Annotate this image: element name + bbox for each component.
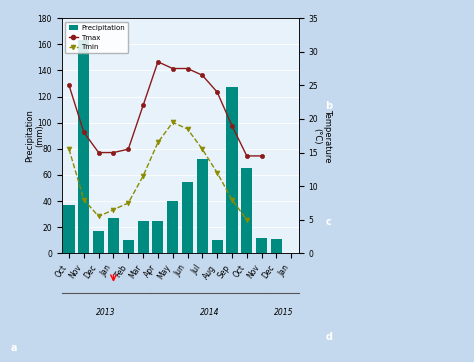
Bar	[78, 40, 90, 253]
Text: 2014: 2014	[200, 308, 219, 317]
Bar	[271, 239, 282, 253]
Bar	[241, 168, 252, 253]
Text: c: c	[325, 216, 331, 227]
Text: 2013: 2013	[96, 308, 116, 317]
Text: a: a	[11, 342, 18, 353]
Bar	[227, 87, 237, 253]
Text: b: b	[325, 101, 332, 111]
Y-axis label: Precipitation
(mm): Precipitation (mm)	[25, 109, 45, 162]
Bar	[167, 201, 178, 253]
Bar	[64, 205, 74, 253]
Text: d: d	[325, 332, 332, 342]
Bar	[137, 221, 149, 253]
Bar	[152, 221, 164, 253]
Y-axis label: Temperature
(°C): Temperature (°C)	[312, 109, 332, 163]
Bar	[197, 159, 208, 253]
Bar	[211, 240, 223, 253]
Text: 2015: 2015	[274, 308, 293, 317]
Bar	[123, 240, 134, 253]
Bar	[93, 231, 104, 253]
Bar	[182, 181, 193, 253]
Bar	[108, 218, 119, 253]
Legend: Precipitation, Tmax, Tmin: Precipitation, Tmax, Tmin	[65, 22, 128, 54]
Bar	[256, 238, 267, 253]
